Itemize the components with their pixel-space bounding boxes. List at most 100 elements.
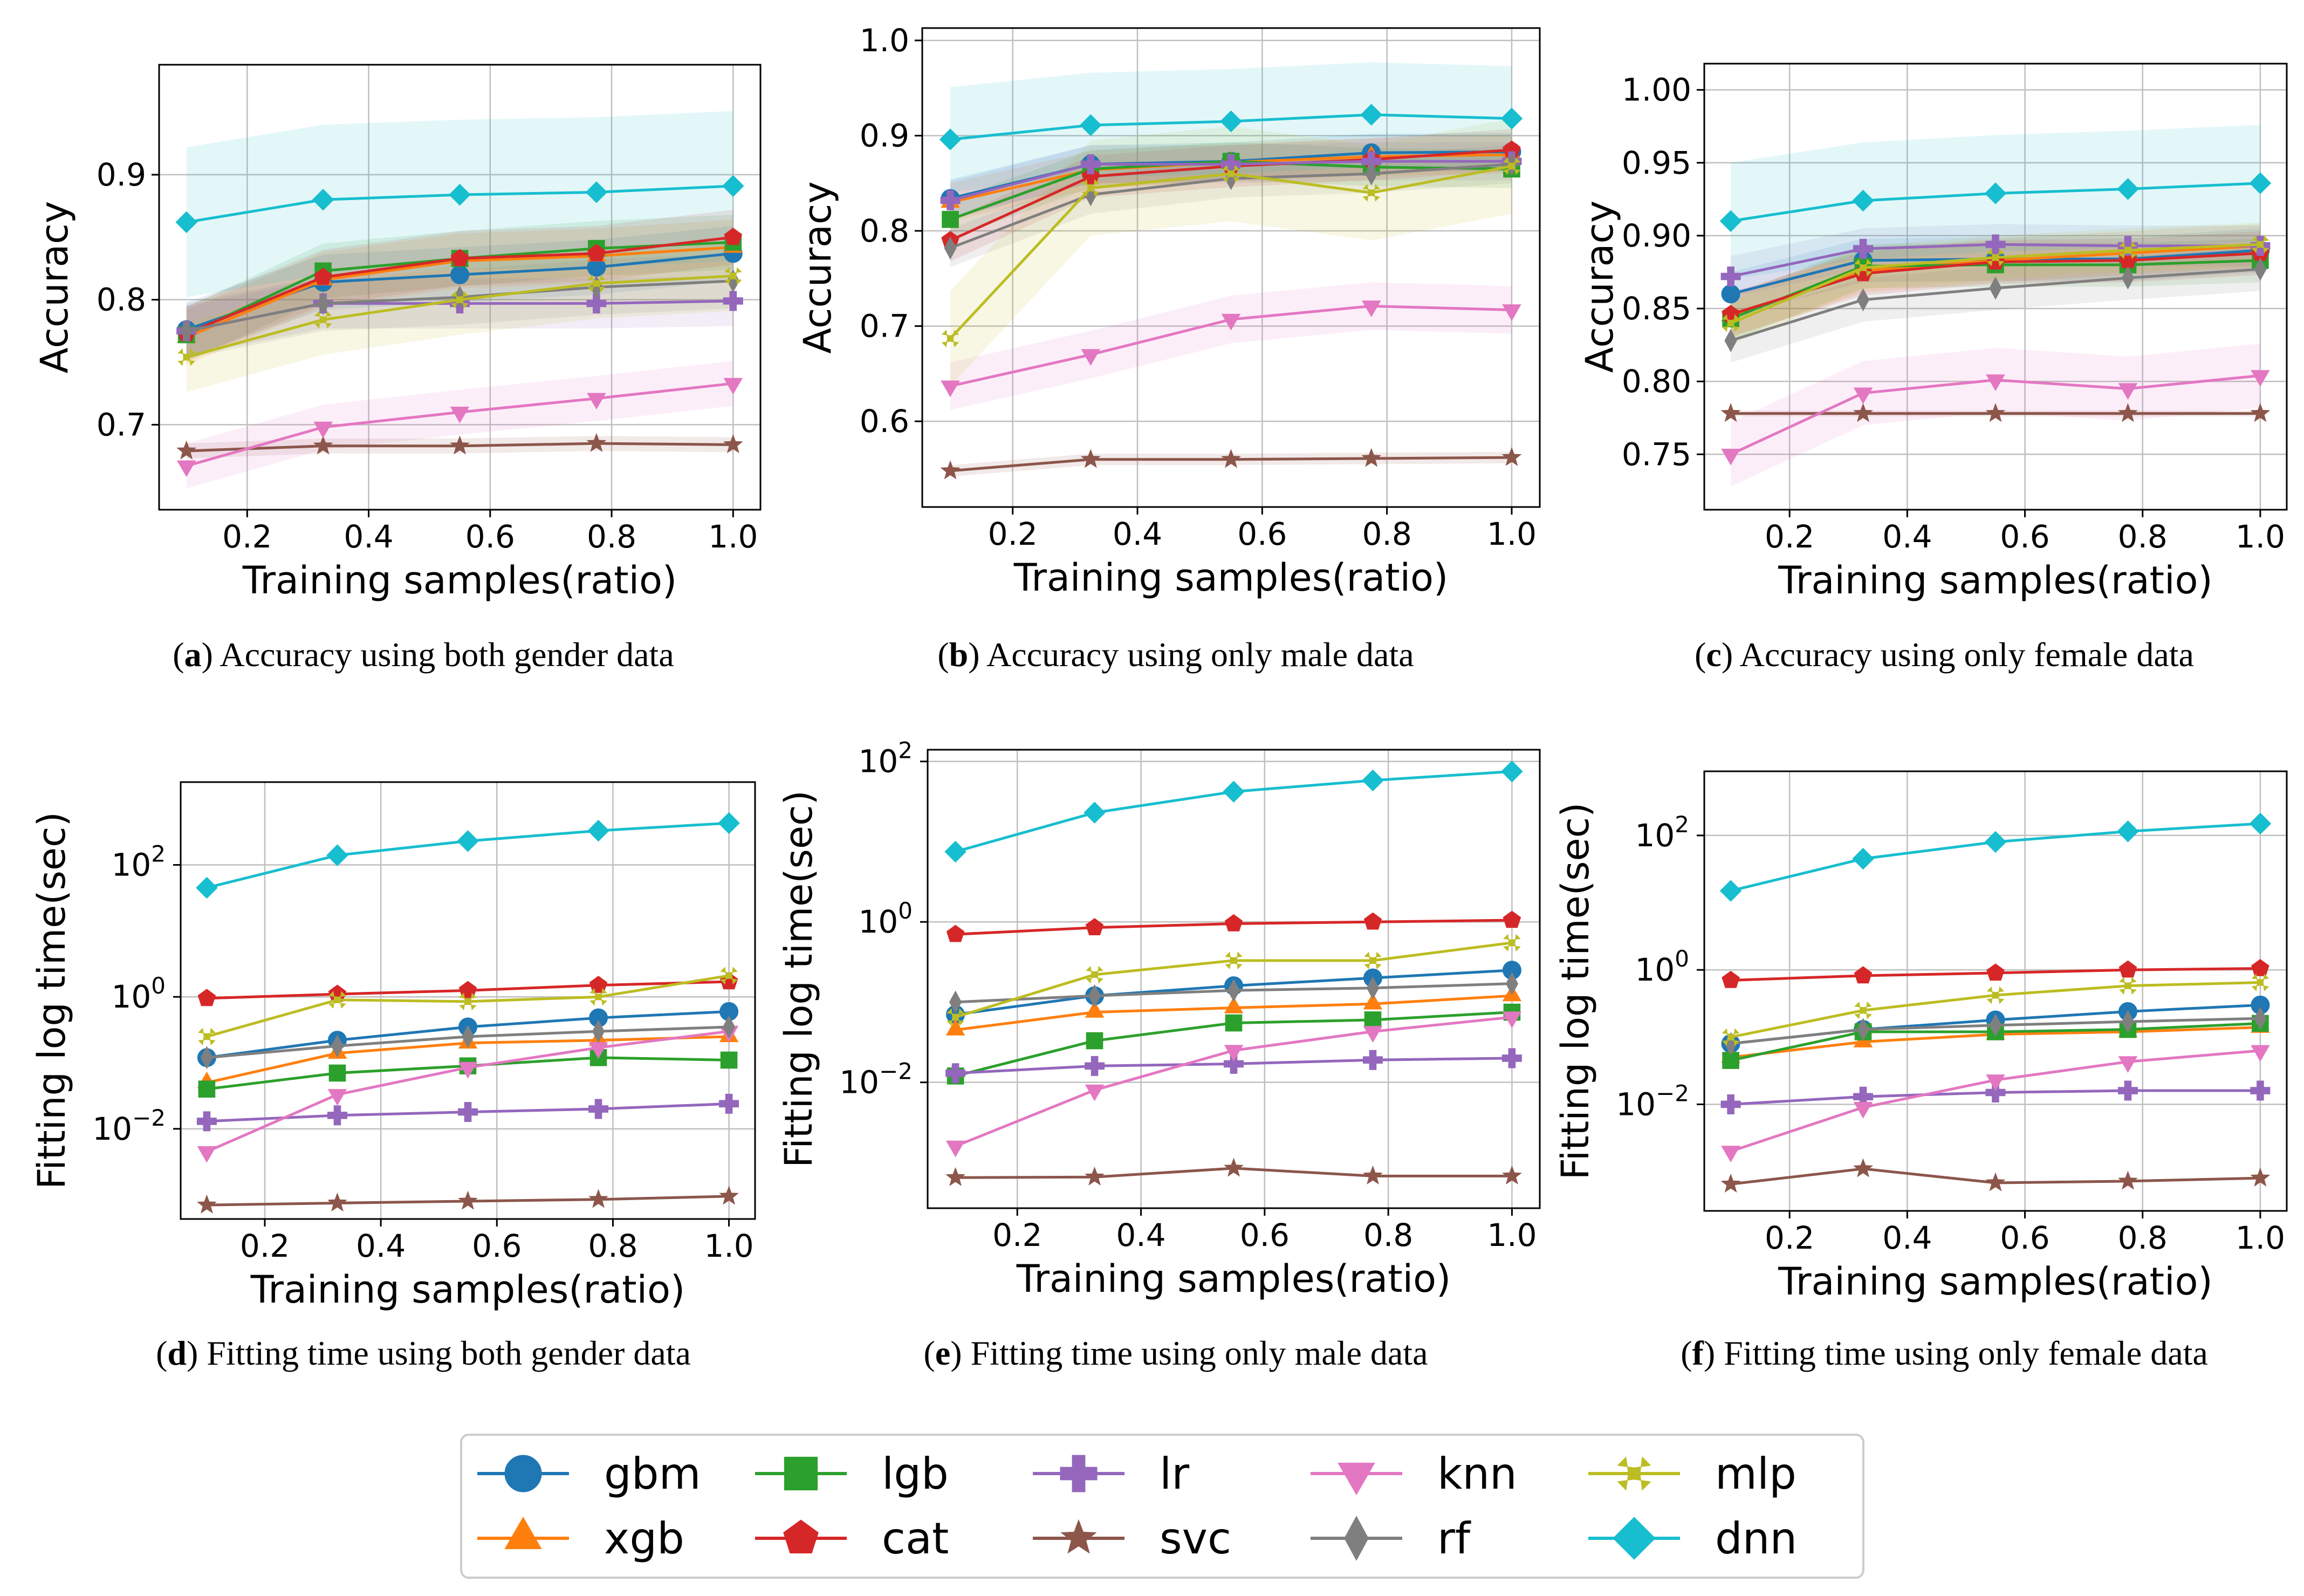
point-svc — [588, 1189, 609, 1208]
point-lr — [1985, 1083, 2006, 1103]
point-lgb — [942, 211, 959, 228]
series-dnn — [939, 104, 1523, 150]
point-dnn — [1362, 769, 1384, 792]
y-axis-label: Accuracy — [796, 181, 840, 354]
point-knn — [1721, 1146, 1740, 1163]
x-tick-label: 0.6 — [2000, 518, 2049, 555]
point-knn — [1721, 449, 1740, 465]
point-mlp — [1503, 157, 1521, 175]
point-rf — [200, 1046, 214, 1070]
point-xgb — [945, 1018, 965, 1036]
x-axis-label: Training samples(ratio) — [1778, 558, 2212, 602]
y-tick-label: 0.7 — [97, 406, 146, 443]
point-lr — [1853, 238, 1874, 259]
point-gbm — [1721, 284, 1740, 304]
point-rf — [331, 1034, 344, 1058]
point-knn — [723, 378, 743, 395]
x-tick-label: 0.8 — [2118, 518, 2168, 555]
point-svc — [1720, 1173, 1741, 1193]
x-tick-label: 0.8 — [2118, 1220, 2168, 1256]
point-mlp — [2119, 977, 2137, 995]
series-lr — [945, 1048, 1522, 1084]
point-knn — [941, 380, 960, 398]
point-dnn — [175, 211, 197, 234]
point-rf — [180, 319, 193, 343]
point-dnn — [1852, 847, 1874, 870]
legend-label-knn: knn — [1437, 1449, 1517, 1499]
series-mlp — [941, 157, 1521, 347]
point-lr — [1501, 1048, 1522, 1068]
point-dnn — [944, 840, 966, 863]
point-mlp — [1986, 986, 2005, 1004]
plot-frame — [158, 64, 762, 511]
panel-c: 0.2 0.4 0.6 0.8 1.0 0.75 0.80 0.85 0.90 0.95 1.00 T… — [1578, 63, 2288, 674]
point-cat — [450, 249, 469, 266]
point-lr — [1080, 154, 1101, 174]
legend: gbm lgb lr knn mlp xgb cat svc rf dnn — [460, 1434, 1864, 1579]
point-gbm — [2251, 995, 2270, 1015]
point-lgb — [198, 1080, 216, 1098]
legend-marker-lgb — [784, 1456, 818, 1491]
line-knn — [955, 1016, 1512, 1148]
series-knn — [945, 1011, 1522, 1157]
point-dnn — [587, 819, 609, 842]
point-svc — [450, 435, 470, 455]
panel-a: 0.2 0.4 0.6 0.8 1.0 0.7 0.8 0.9 Training samples… — [32, 64, 762, 674]
point-mlp — [720, 967, 738, 985]
point-svc — [1080, 449, 1101, 468]
point-rf — [2254, 257, 2267, 281]
point-knn — [450, 407, 470, 423]
panel-b: 0.2 0.4 0.6 0.8 1.0 0.6 0.7 0.8 0.9 1.0 Training s… — [796, 22, 1541, 674]
point-mlp — [1081, 179, 1100, 197]
point-lr — [719, 1093, 739, 1114]
x-tick-label: 0.4 — [1882, 518, 1932, 555]
point-cat — [1986, 963, 2005, 981]
point-cat — [314, 268, 332, 285]
point-svc — [196, 1194, 217, 1214]
legend-marker-knn — [1338, 1462, 1375, 1496]
x-axis-label: Training samples(ratio) — [1778, 1259, 2212, 1304]
point-lgb — [1364, 1011, 1382, 1029]
point-dnn — [1984, 182, 2007, 204]
point-rf — [1856, 1018, 1870, 1042]
point-xgb — [1363, 992, 1383, 1010]
point-dnn — [718, 812, 740, 834]
point-rf — [461, 1025, 475, 1049]
point-cat — [197, 989, 216, 1006]
point-mlp — [1986, 249, 2005, 266]
legend-label-svc: svc — [1160, 1513, 1231, 1564]
series-dnn — [196, 812, 740, 899]
panels: 0.2 0.4 0.6 0.8 1.0 0.7 0.8 0.9 Training samples… — [30, 22, 2288, 1372]
series-dnn — [175, 175, 744, 234]
point-cat — [1085, 918, 1104, 935]
point-gbm — [719, 1002, 739, 1021]
y-tick-label: 0.8 — [97, 282, 146, 318]
point-lr — [2117, 1080, 2138, 1101]
series-rf — [1724, 1006, 2267, 1056]
legend-label-rf: rf — [1437, 1513, 1471, 1564]
y-tick-label: 10−2 — [839, 1058, 913, 1101]
point-mlp — [587, 275, 606, 292]
y-tick-label: 0.95 — [1622, 145, 1691, 181]
y-tick-label: 102 — [111, 841, 166, 883]
legend-label-cat: cat — [882, 1513, 949, 1564]
point-dnn — [939, 128, 962, 150]
series-svc — [176, 433, 743, 460]
x-tick-label: 0.6 — [1240, 1217, 1290, 1253]
x-tick-label: 0.8 — [1362, 516, 1412, 552]
x-tick-label: 1.0 — [2236, 518, 2285, 555]
series-mlp — [177, 267, 742, 366]
point-rf — [949, 990, 962, 1014]
point-cat — [946, 924, 965, 942]
x-tick-label: 1.0 — [704, 1228, 753, 1264]
point-knn — [2251, 370, 2270, 387]
point-svc — [1362, 1165, 1383, 1185]
point-lr — [196, 1111, 217, 1132]
panel-f: 0.2 0.4 0.6 0.8 1.0 10−2 100 102 Training sample… — [1553, 770, 2288, 1372]
point-cat — [2118, 960, 2137, 978]
point-rf — [1366, 976, 1380, 1000]
y-tick-label: 1.0 — [860, 22, 909, 59]
point-mlp — [1364, 951, 1382, 970]
point-rf — [2254, 1006, 2267, 1030]
point-svc — [2117, 403, 2138, 422]
